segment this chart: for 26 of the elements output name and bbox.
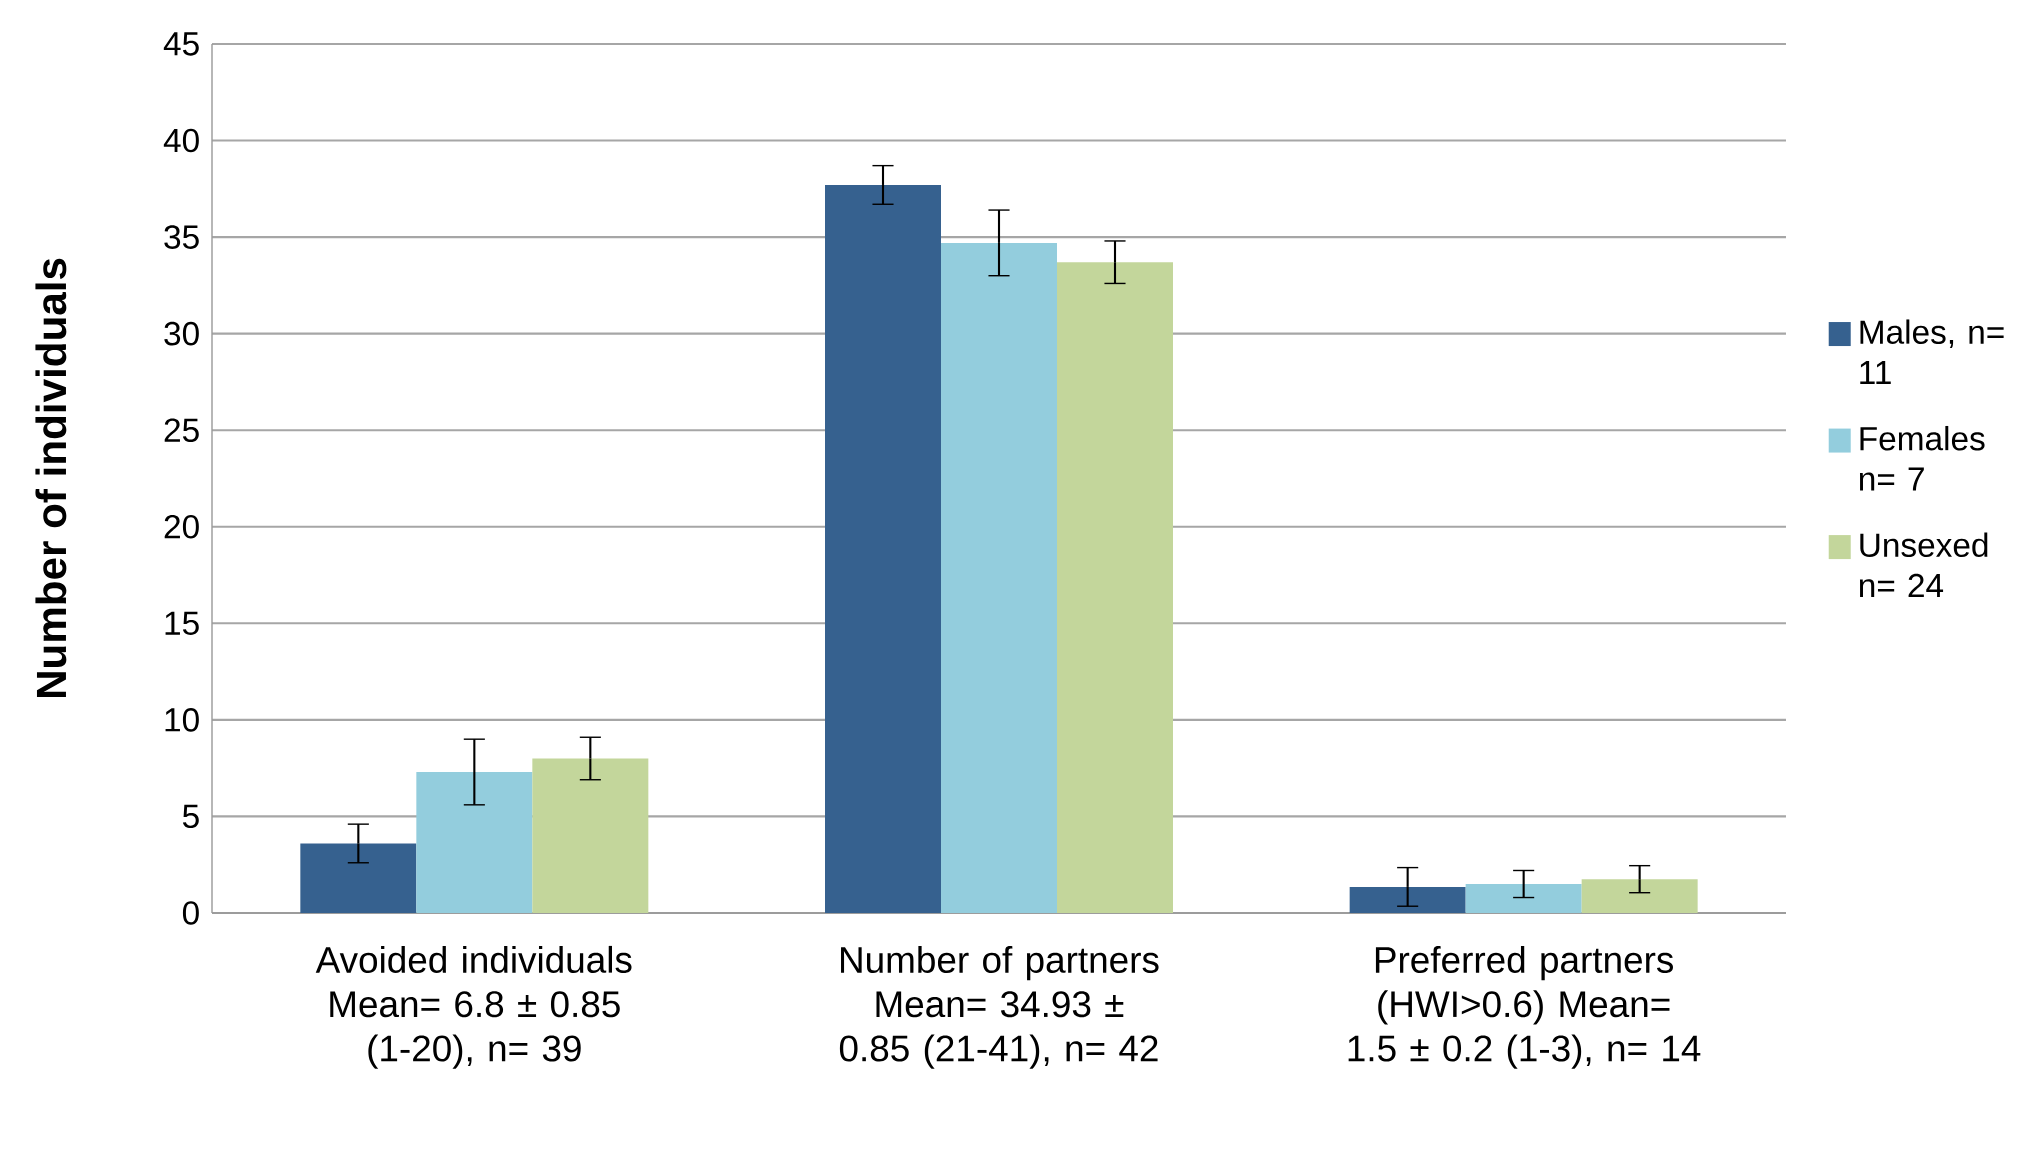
y-tick-label: 30 — [164, 321, 199, 346]
y-tick-label: 15 — [165, 611, 199, 635]
bar — [825, 184, 941, 913]
y-tick-label: 0 — [182, 901, 199, 925]
bar — [1057, 262, 1173, 913]
legend-label: Unsexed n= 24 — [1859, 532, 1988, 598]
x-tick-label: Preferred partners (HWI>0.6) Mean= 1.5 ± 0.2 (1-3), n= 14 — [1348, 945, 1701, 1069]
legend-label: Females n= 7 — [1859, 425, 1985, 491]
bar — [1349, 886, 1466, 913]
x-tick-label: Number of partners Mean= 34.93 ± 0.85 (21-41), n= 42 — [839, 945, 1159, 1069]
y-tick-label: 25 — [164, 418, 199, 443]
x-tick-label: Avoided individuals Mean= 6.8 ± 0.85 (1-20), n= 39 — [315, 945, 632, 1069]
y-tick-label: 10 — [165, 708, 199, 732]
bar — [416, 772, 533, 913]
bar — [1465, 884, 1582, 913]
bar — [1581, 879, 1698, 913]
y-tick-label: 35 — [164, 225, 199, 249]
legend-label: Males, n= 11 — [1860, 319, 2004, 385]
y-tick-label: 40 — [163, 128, 199, 153]
bar — [300, 843, 417, 913]
y-tick-label: 45 — [163, 32, 199, 56]
y-axis-title: Number of individuals — [35, 258, 67, 698]
bar — [941, 242, 1057, 913]
y-tick-label: 20 — [164, 514, 199, 539]
bar — [532, 758, 649, 913]
y-tick-label: 5 — [182, 804, 199, 829]
